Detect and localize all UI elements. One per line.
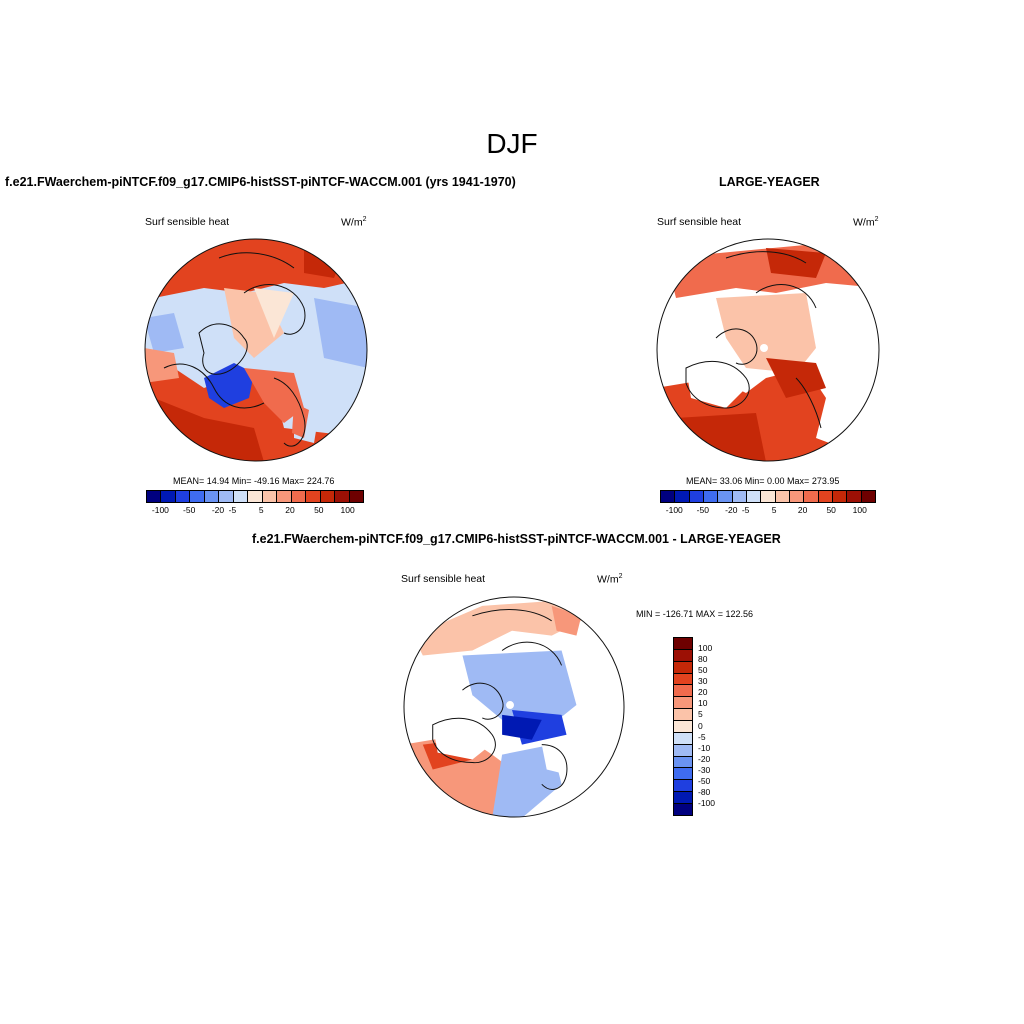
colorbar-tick-label: -100 (698, 797, 716, 808)
colorbar-swatch (674, 672, 692, 685)
colorbar-tick-label: 50 (314, 505, 324, 515)
right-stats: MEAN= 33.06 Min= 0.00 Max= 273.95 (686, 476, 840, 486)
colorbar-tick-label: 5 (698, 709, 703, 720)
colorbar-swatch (674, 660, 692, 673)
colorbar-tick-label: -50 (698, 775, 711, 786)
diff-variable-label: Surf sensible heat (401, 573, 486, 585)
colorbar-swatch (674, 708, 692, 721)
colorbar-tick-label: -5 (698, 731, 706, 742)
colorbar-swatch (174, 491, 190, 502)
colorbar-swatch (702, 491, 718, 502)
colorbar-swatch (688, 491, 703, 502)
colorbar-tick-label: -80 (698, 786, 711, 797)
colorbar-tick-label: 10 (698, 698, 708, 709)
colorbar-swatch (674, 767, 692, 780)
colorbar-swatch (674, 731, 692, 744)
colorbar-swatch (319, 491, 335, 502)
colorbar-swatch (189, 491, 204, 502)
colorbar-tick-label: -20 (725, 505, 738, 515)
colorbar-tick-label: -20 (211, 505, 225, 515)
colorbar-swatch (674, 743, 692, 756)
colorbar-tick-label: 20 (797, 505, 808, 515)
diff-colorbar (673, 637, 693, 816)
colorbar-swatch (247, 491, 262, 502)
colorbar-tick-label: -30 (698, 764, 711, 775)
colorbar-tick-label: 30 (698, 676, 708, 687)
colorbar-swatch (760, 491, 775, 502)
right-variable-label: Surf sensible heat (657, 216, 742, 228)
colorbar-swatch (674, 755, 692, 768)
colorbar-swatch (261, 491, 277, 502)
colorbar-tick-label: -10 (698, 742, 711, 753)
colorbar-swatch (674, 696, 692, 709)
diff-polar-map (403, 596, 625, 818)
colorbar-swatch (147, 491, 161, 502)
colorbar-swatch (731, 491, 746, 502)
colorbar-swatch (674, 779, 692, 792)
colorbar-tick-label: -100 (151, 505, 169, 515)
colorbar-tick-label: 0 (698, 720, 703, 731)
colorbar-swatch (232, 491, 248, 502)
colorbar-swatch (290, 491, 306, 502)
colorbar-swatch (674, 684, 692, 697)
colorbar-tick-label: -20 (698, 753, 711, 764)
left-units-label: W/m2 (341, 216, 367, 229)
colorbar-swatch (661, 491, 675, 502)
colorbar-swatch (674, 803, 692, 815)
colorbar-swatch (817, 491, 832, 502)
colorbar-swatch (674, 491, 689, 502)
colorbar-swatch (846, 491, 861, 502)
colorbar-tick-label: 20 (698, 687, 708, 698)
right-units-label: W/m2 (853, 216, 879, 229)
colorbar-tick-label: 20 (285, 505, 295, 515)
colorbar-tick-label: -100 (665, 505, 683, 515)
left-colorbar (146, 490, 364, 503)
colorbar-tick-label: 5 (771, 505, 777, 515)
colorbar-swatch (276, 491, 291, 502)
colorbar-swatch (774, 491, 789, 502)
colorbar-tick-label: 50 (698, 665, 708, 676)
colorbar-tick-label: -50 (696, 505, 709, 515)
colorbar-tick-label: 50 (826, 505, 836, 515)
colorbar-tick-label: 5 (258, 505, 264, 515)
colorbar-swatch (160, 491, 175, 502)
diff-minmax: MIN = -126.71 MAX = 122.56 (636, 609, 754, 619)
colorbar-swatch (674, 648, 692, 661)
colorbar-tick-label: -50 (183, 505, 196, 515)
colorbar-tick-label: 100 (852, 505, 867, 515)
right-polar-map (656, 238, 880, 462)
left-polar-map (144, 238, 368, 462)
left-stats: MEAN= 14.94 Min= -49.16 Max= 224.76 (173, 476, 335, 486)
colorbar-tick-label: -5 (228, 505, 237, 515)
colorbar-swatch (334, 491, 349, 502)
colorbar-swatch (860, 491, 875, 502)
colorbar-swatch (788, 491, 804, 502)
colorbar-swatch (305, 491, 320, 502)
colorbar-swatch (803, 491, 818, 502)
left-variable-label: Surf sensible heat (145, 216, 230, 228)
diff-panel-title: f.e21.FWaerchem-piNTCF.f09_g17.CMIP6-his… (252, 532, 781, 546)
colorbar-swatch (674, 638, 692, 649)
colorbar-tick-label: 100 (340, 505, 355, 515)
colorbar-swatch (831, 491, 847, 502)
colorbar-swatch (745, 491, 761, 502)
main-title: DJF (486, 128, 538, 159)
colorbar-swatch (717, 491, 732, 502)
colorbar-tick-label: -5 (741, 505, 750, 515)
left-panel-title: f.e21.FWaerchem-piNTCF.f09_g17.CMIP6-his… (5, 175, 516, 189)
right-colorbar (660, 490, 876, 503)
right-panel-title: LARGE-YEAGER (719, 175, 820, 189)
colorbar-swatch (218, 491, 233, 502)
colorbar-swatch (203, 491, 219, 502)
colorbar-swatch (348, 491, 364, 502)
colorbar-swatch (674, 791, 692, 804)
colorbar-swatch (674, 720, 692, 732)
colorbar-tick-label: 80 (698, 654, 708, 665)
diff-units-label: W/m2 (597, 573, 623, 586)
colorbar-tick-label: 100 (698, 643, 713, 654)
